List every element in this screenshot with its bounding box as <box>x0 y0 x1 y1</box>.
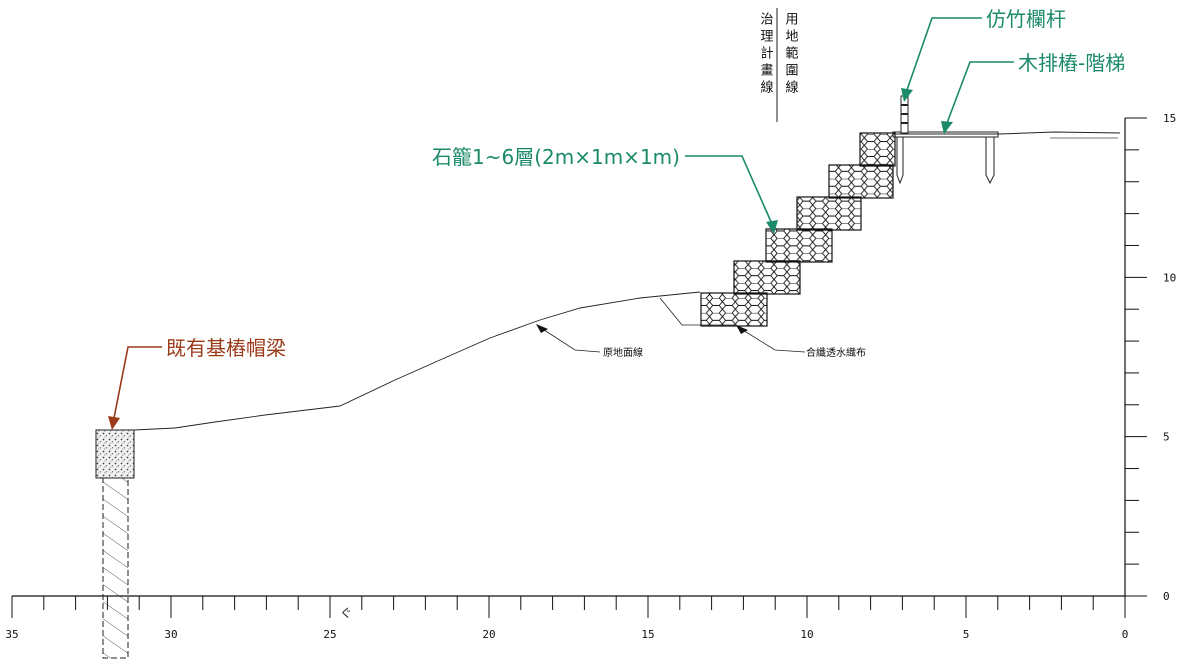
stairs-callout: 木排樁-階梯 <box>1018 51 1125 75</box>
arrowhead <box>736 325 748 334</box>
y-tick-label: 15 <box>1163 112 1176 125</box>
wood-pile-right <box>985 136 995 185</box>
x-tick-label: 35 <box>5 628 18 641</box>
geotextile-leader <box>737 326 806 353</box>
x-tick-label: 0 <box>1122 628 1129 641</box>
gabion-box <box>796 196 862 231</box>
x-tick-label: 5 <box>963 628 970 641</box>
treatment-line-label: 治理計畫線 <box>758 12 774 97</box>
gabion-box <box>700 292 768 327</box>
arrowhead <box>766 220 778 234</box>
original-ground-leader <box>537 325 601 353</box>
original-ground-label: 原地面線 <box>603 346 643 359</box>
arrowhead <box>108 416 120 430</box>
top-surface-line <box>893 131 1121 135</box>
gabion-box <box>733 260 801 295</box>
arrowhead <box>941 121 953 134</box>
y-tick-label: 10 <box>1163 271 1176 284</box>
pile-cap-beam <box>95 429 135 479</box>
y-axis: 0 5 10 15 <box>1124 112 1176 603</box>
gabion-leader <box>685 155 773 225</box>
x-axis: 35 30 25 20 15 10 5 0 <box>5 595 1129 641</box>
pile-cap-leader <box>113 346 162 419</box>
x-tick-label: 25 <box>323 628 336 641</box>
gabion-box <box>765 228 833 263</box>
gabion-stack <box>700 132 896 327</box>
land-boundary-label: 用地範圍線 <box>783 12 799 97</box>
wood-pile-left <box>896 136 904 185</box>
original-ground-line <box>133 291 701 431</box>
scrawl-mark: ぐ <box>340 606 352 620</box>
gabion-box <box>828 164 894 199</box>
railing-leader <box>906 17 982 91</box>
x-tick-label: 15 <box>641 628 654 641</box>
pile-cap-callout: 既有基樁帽梁 <box>166 336 286 360</box>
gabion-box <box>859 132 896 167</box>
railing-callout: 仿竹欄杆 <box>986 7 1066 31</box>
geotextile-label: 合纖透水織布 <box>806 346 866 359</box>
x-tick-label: 30 <box>164 628 177 641</box>
arrowhead <box>536 324 548 333</box>
gabion-callout: 石籠1~6層(2m×1m×1m) <box>432 145 680 169</box>
x-tick-label: 20 <box>482 628 495 641</box>
x-tick-label: 10 <box>800 628 813 641</box>
y-tick-label: 5 <box>1163 431 1170 444</box>
stairs-leader <box>946 61 1014 124</box>
existing-pile <box>102 477 129 659</box>
y-tick-label: 0 <box>1163 590 1170 603</box>
arrowhead <box>901 88 913 102</box>
